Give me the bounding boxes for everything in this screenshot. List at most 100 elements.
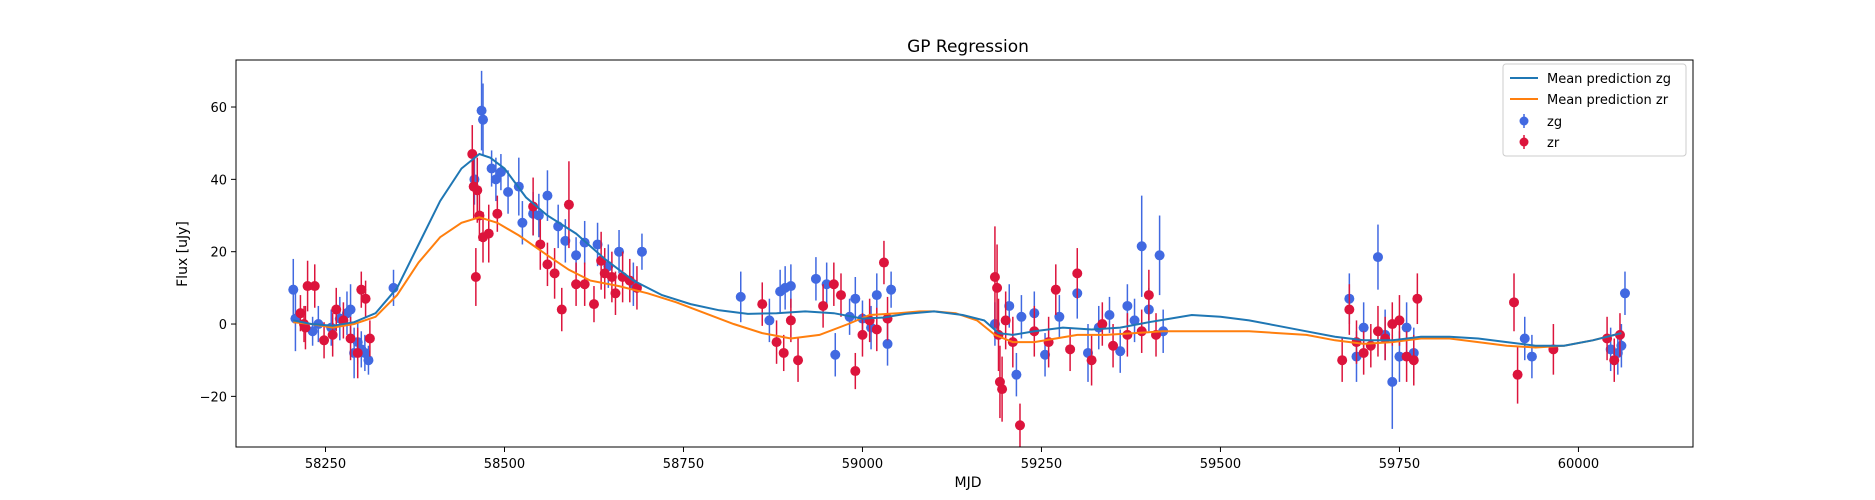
zr-point	[1136, 309, 1147, 353]
zr-point	[1337, 338, 1348, 382]
zr-point	[467, 125, 478, 183]
zr-point	[542, 242, 553, 287]
zr-point	[470, 248, 481, 306]
zr-point	[1086, 334, 1097, 386]
zg-point	[1136, 195, 1147, 297]
zr-point	[319, 322, 330, 359]
zr-point	[1050, 264, 1061, 315]
zr-errorbars	[295, 125, 1625, 447]
zg-point	[1129, 298, 1140, 343]
zr-point	[624, 258, 635, 303]
zr-point	[1122, 313, 1133, 357]
x-tick-label: 59750	[1379, 457, 1420, 472]
zr-point	[579, 262, 590, 306]
zg-point	[1372, 224, 1383, 290]
zr-point	[1358, 331, 1369, 375]
zr-point	[309, 264, 320, 308]
x-tick-label: 58250	[305, 457, 346, 472]
legend-label-zg: zg	[1547, 115, 1562, 130]
zg-point	[1016, 295, 1027, 339]
zg-point	[1519, 316, 1530, 361]
zr-point	[563, 161, 574, 249]
zg-point	[503, 170, 514, 214]
legend-swatch-zr	[1519, 135, 1529, 149]
y-tick-label: 60	[210, 101, 227, 116]
legend-box	[1502, 63, 1687, 157]
zg-point	[290, 286, 301, 352]
zr-point	[1609, 338, 1620, 382]
zr-point	[1065, 327, 1076, 372]
zr-point	[360, 280, 371, 317]
zg-point	[495, 154, 506, 191]
zg-point	[1387, 334, 1398, 429]
zr-point	[1372, 305, 1383, 357]
x-axis-label: MJD	[955, 475, 982, 491]
zg-point	[1154, 215, 1165, 296]
zr-point	[828, 262, 839, 306]
zg-point	[579, 220, 590, 265]
zr-point	[571, 262, 582, 306]
zg-point	[1054, 295, 1065, 339]
y-tick-label: −20	[200, 390, 227, 405]
zr-point	[302, 260, 313, 312]
zr-point	[1548, 324, 1559, 375]
zr-point	[1108, 324, 1119, 368]
zg-point	[830, 333, 841, 377]
zr-point	[1097, 302, 1108, 346]
zr-point	[610, 271, 621, 315]
zr-point	[1344, 284, 1355, 335]
x-tick-label: 59000	[842, 457, 883, 472]
zr-point	[1509, 273, 1520, 332]
zr-point	[356, 271, 367, 308]
zr-point	[857, 313, 868, 357]
legend: Mean prediction zg Mean prediction zr zg…	[1502, 63, 1687, 157]
zr-point	[785, 298, 796, 343]
zr-point	[331, 287, 342, 332]
zg-point	[1104, 296, 1115, 334]
mean-prediction-lines	[293, 152, 1622, 349]
zr-point	[878, 240, 889, 285]
zg-point	[886, 271, 897, 308]
zg-point	[1011, 352, 1022, 397]
zr-point	[992, 244, 1003, 332]
mean-prediction-zg-line	[293, 152, 1622, 347]
zg-point	[850, 277, 861, 321]
plot-area	[288, 70, 1630, 447]
zr-point	[850, 352, 861, 390]
zr-point	[352, 327, 363, 379]
zr-point	[818, 284, 829, 328]
zr-point	[778, 334, 789, 372]
legend-swatch-zg	[1519, 114, 1529, 128]
zr-point	[1014, 403, 1025, 447]
zr-point	[535, 219, 546, 270]
y-tick-label: 40	[210, 173, 227, 188]
y-tick-label: 20	[210, 246, 227, 261]
zg-point	[542, 170, 553, 221]
zr-point	[793, 338, 804, 382]
zr-point	[757, 282, 768, 326]
zr-point	[835, 273, 846, 317]
zr-point	[1412, 273, 1423, 325]
legend-label-zr: zr	[1547, 136, 1560, 151]
chart-title: GP Regression	[907, 37, 1029, 57]
zg-point	[821, 262, 832, 306]
y-axis-label: Flux [uJy]	[175, 221, 191, 287]
zr-point	[1394, 295, 1405, 346]
zg-point	[476, 70, 487, 151]
zg-point	[1526, 334, 1537, 379]
zg-point	[1619, 271, 1630, 315]
zr-point	[997, 356, 1008, 422]
zg-point	[1115, 329, 1126, 373]
y-tick-label: 0	[219, 318, 227, 333]
zr-point	[549, 248, 560, 299]
zg-point	[636, 233, 647, 270]
zr-point	[364, 320, 375, 357]
x-tick-label: 59500	[1200, 457, 1241, 472]
zr-point	[994, 345, 1005, 419]
zg-point	[533, 193, 544, 238]
zr-point	[492, 195, 503, 232]
zr-point	[483, 204, 494, 263]
zr-point	[1614, 313, 1625, 357]
zr-point	[771, 320, 782, 364]
